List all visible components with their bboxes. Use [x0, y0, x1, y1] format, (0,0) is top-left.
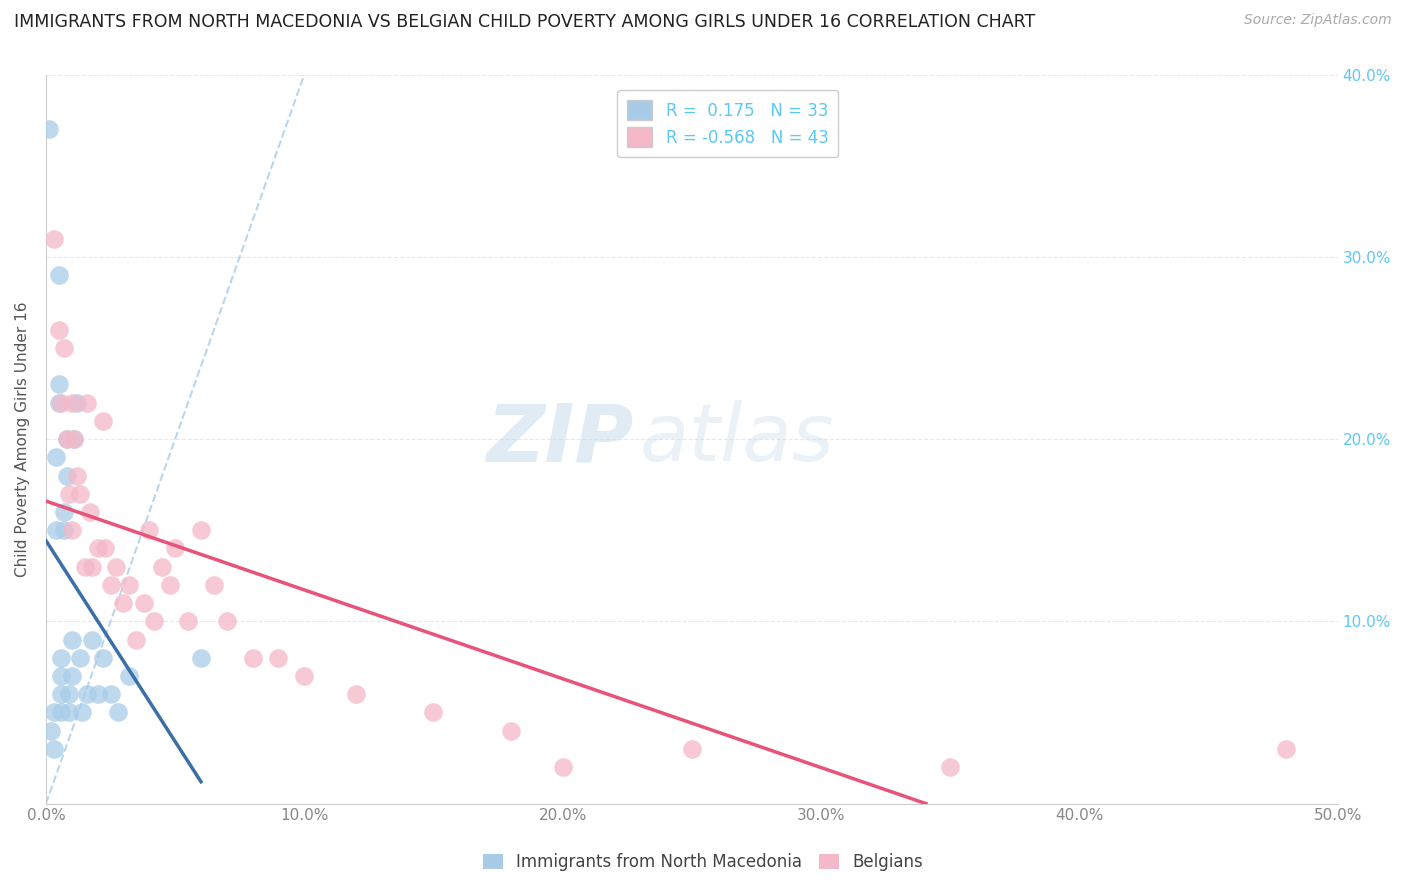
- Point: [681, 742, 703, 756]
- Point: [66, 468, 89, 483]
- Point: [117, 578, 139, 592]
- Point: [51, 395, 73, 409]
- Point: [551, 760, 574, 774]
- Point: [73, 559, 96, 574]
- Point: [79, 505, 101, 519]
- Point: [51, 669, 73, 683]
- Legend: R =  0.175   N = 33, R = -0.568   N = 43: R = 0.175 N = 33, R = -0.568 N = 43: [617, 90, 838, 158]
- Point: [939, 760, 962, 774]
- Point: [42, 706, 65, 720]
- Point: [499, 723, 522, 738]
- Point: [86, 541, 108, 556]
- Point: [53, 505, 76, 519]
- Point: [159, 578, 181, 592]
- Text: atlas: atlas: [640, 401, 835, 478]
- Point: [215, 615, 238, 629]
- Point: [150, 559, 173, 574]
- Point: [190, 650, 212, 665]
- Point: [100, 578, 122, 592]
- Point: [69, 650, 91, 665]
- Point: [125, 632, 148, 647]
- Point: [112, 596, 135, 610]
- Point: [82, 559, 104, 574]
- Text: Source: ZipAtlas.com: Source: ZipAtlas.com: [1244, 13, 1392, 28]
- Point: [117, 669, 139, 683]
- Point: [63, 432, 86, 446]
- Legend: Immigrants from North Macedonia, Belgians: Immigrants from North Macedonia, Belgian…: [475, 845, 931, 880]
- Point: [422, 706, 444, 720]
- Point: [1275, 742, 1298, 756]
- Point: [267, 650, 290, 665]
- Point: [60, 669, 83, 683]
- Point: [202, 578, 225, 592]
- Text: ZIP: ZIP: [486, 401, 634, 478]
- Point: [76, 687, 98, 701]
- Point: [38, 122, 60, 136]
- Point: [48, 323, 70, 337]
- Point: [51, 687, 73, 701]
- Point: [58, 687, 80, 701]
- Point: [58, 706, 80, 720]
- Point: [94, 541, 117, 556]
- Point: [292, 669, 315, 683]
- Point: [60, 523, 83, 537]
- Point: [344, 687, 367, 701]
- Point: [177, 615, 200, 629]
- Point: [107, 706, 129, 720]
- Text: IMMIGRANTS FROM NORTH MACEDONIA VS BELGIAN CHILD POVERTY AMONG GIRLS UNDER 16 CO: IMMIGRANTS FROM NORTH MACEDONIA VS BELGI…: [14, 13, 1035, 31]
- Point: [42, 231, 65, 245]
- Point: [51, 706, 73, 720]
- Point: [91, 414, 114, 428]
- Point: [91, 650, 114, 665]
- Point: [100, 687, 122, 701]
- Point: [53, 523, 76, 537]
- Point: [42, 742, 65, 756]
- Point: [58, 487, 80, 501]
- Point: [63, 432, 86, 446]
- Point: [70, 706, 93, 720]
- Point: [39, 723, 62, 738]
- Point: [165, 541, 187, 556]
- Point: [48, 377, 70, 392]
- Point: [69, 487, 91, 501]
- Point: [51, 650, 73, 665]
- Point: [55, 468, 77, 483]
- Point: [82, 632, 104, 647]
- Point: [86, 687, 108, 701]
- Point: [66, 395, 89, 409]
- Point: [55, 432, 77, 446]
- Point: [53, 341, 76, 355]
- Point: [45, 450, 67, 465]
- Point: [143, 615, 166, 629]
- Point: [60, 632, 83, 647]
- Point: [60, 395, 83, 409]
- Point: [55, 432, 77, 446]
- Y-axis label: Child Poverty Among Girls Under 16: Child Poverty Among Girls Under 16: [15, 301, 30, 577]
- Point: [45, 523, 67, 537]
- Point: [48, 395, 70, 409]
- Point: [48, 268, 70, 282]
- Point: [190, 523, 212, 537]
- Point: [138, 523, 160, 537]
- Point: [242, 650, 264, 665]
- Point: [104, 559, 127, 574]
- Point: [134, 596, 156, 610]
- Point: [76, 395, 98, 409]
